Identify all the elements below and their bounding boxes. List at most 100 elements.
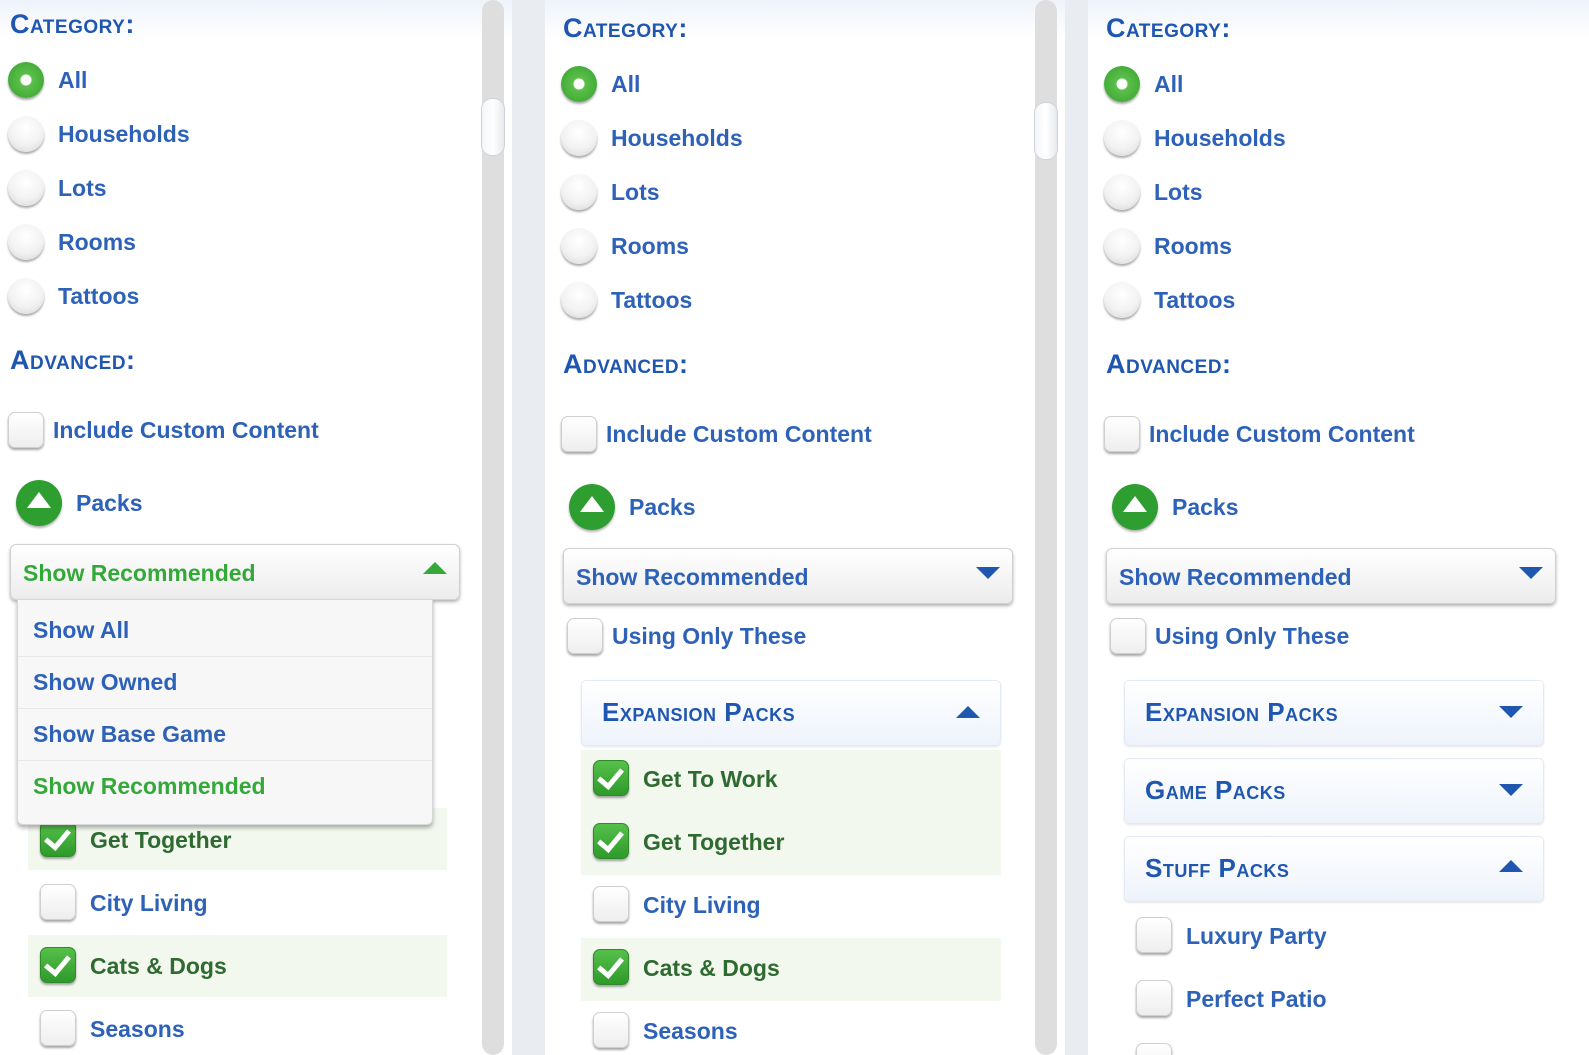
pack-label: Seasons: [643, 1018, 738, 1044]
pack-label: Perfect Patio: [1186, 986, 1327, 1012]
scrollbar[interactable]: [481, 0, 505, 1055]
radio-icon: [8, 116, 44, 152]
radio-icon: [1104, 174, 1140, 210]
pack-checkbox-item[interactable]: Seasons: [40, 1010, 420, 1048]
radio-label: Households: [611, 125, 743, 151]
radio-label: Tattoos: [1154, 287, 1236, 313]
radio-label: Rooms: [1154, 233, 1232, 259]
checkmark-icon: [40, 821, 76, 857]
pack-checkbox-item[interactable]: Seasons: [593, 1012, 973, 1050]
packs-toggle[interactable]: Packs: [16, 480, 216, 526]
packs-toggle[interactable]: Packs: [1112, 484, 1312, 530]
checkbox-icon[interactable]: [1136, 1043, 1172, 1055]
category-radio-all[interactable]: All: [561, 66, 861, 104]
scrollbar-thumb[interactable]: [1034, 102, 1058, 160]
radio-label: Lots: [611, 179, 660, 205]
menu-item-label: Show Owned: [33, 669, 178, 695]
packs-filter-dropdown[interactable]: Show Recommended: [563, 548, 1013, 604]
packs-filter-dropdown[interactable]: Show Recommended: [10, 544, 460, 600]
category-radio-tattoos[interactable]: Tattoos: [561, 282, 861, 320]
pack-label: Cats & Dogs: [643, 955, 780, 981]
include-custom-content-checkbox[interactable]: Include Custom Content: [8, 412, 408, 450]
radio-label: Households: [1154, 125, 1286, 151]
chevron-up-icon: [1499, 860, 1523, 872]
checkbox-icon: [40, 884, 76, 920]
using-only-these-checkbox[interactable]: Using Only These: [1110, 618, 1410, 656]
category-radio-tattoos[interactable]: Tattoos: [8, 278, 308, 316]
chevron-down-icon: [1499, 706, 1523, 718]
checkbox-icon: [567, 618, 603, 654]
include-custom-content-checkbox[interactable]: Include Custom Content: [561, 416, 961, 454]
menu-item-label: Show All: [33, 617, 130, 643]
expansion-packs-header[interactable]: Expansion Packs: [1124, 680, 1544, 746]
checkbox-icon: [8, 412, 44, 448]
radio-label: Lots: [58, 175, 107, 201]
radio-label: Lots: [1154, 179, 1203, 205]
dropdown-value: Show Recommended: [576, 564, 809, 590]
radio-label: Rooms: [58, 229, 136, 255]
checkbox-label: Include Custom Content: [53, 417, 319, 443]
pack-checkbox-item[interactable]: Get Together: [593, 823, 973, 861]
category-radio-rooms[interactable]: Rooms: [8, 224, 308, 262]
filter-panel-1: Category: All Households Lots Rooms Tattoos …: [0, 0, 512, 1055]
pack-checkbox-item[interactable]: Cats & Dogs: [593, 949, 973, 987]
packs-filter-dropdown[interactable]: Show Recommended: [1106, 548, 1556, 604]
include-custom-content-checkbox[interactable]: Include Custom Content: [1104, 416, 1504, 454]
checkbox-icon: [1110, 618, 1146, 654]
checkbox-icon: [1136, 917, 1172, 953]
menu-item-show-base-game[interactable]: Show Base Game: [18, 708, 432, 761]
category-title: Category:: [1106, 13, 1231, 43]
menu-item-show-all[interactable]: Show All: [18, 604, 432, 657]
category-radio-households[interactable]: Households: [561, 120, 861, 158]
radio-icon: [1104, 282, 1140, 318]
chevron-up-icon: [956, 706, 980, 718]
pack-checkbox-item[interactable]: Luxury Party: [1136, 917, 1516, 955]
advanced-title: Advanced:: [1106, 349, 1232, 379]
category-radio-all[interactable]: All: [1104, 66, 1404, 104]
category-radio-rooms[interactable]: Rooms: [1104, 228, 1404, 266]
packs-label: Packs: [76, 490, 143, 516]
radio-label: All: [58, 67, 88, 93]
using-only-these-checkbox[interactable]: Using Only These: [567, 618, 867, 656]
pack-checkbox-item[interactable]: Get Together: [40, 821, 420, 859]
radio-icon: [8, 224, 44, 260]
packs-label: Packs: [629, 494, 696, 520]
radio-icon: [561, 282, 597, 318]
advanced-title: Advanced:: [563, 349, 689, 379]
expansion-packs-header[interactable]: Expansion Packs: [581, 680, 1001, 746]
pack-row-bg: [28, 935, 447, 997]
game-packs-header[interactable]: Game Packs: [1124, 758, 1544, 824]
checkmark-icon: [593, 760, 629, 796]
pack-checkbox-item[interactable]: City Living: [40, 884, 420, 922]
menu-item-show-owned[interactable]: Show Owned: [18, 656, 432, 709]
collapse-arrow-icon: [569, 484, 615, 530]
pack-checkbox-item[interactable]: Cats & Dogs: [40, 947, 420, 985]
category-radio-rooms[interactable]: Rooms: [561, 228, 861, 266]
category-radio-lots[interactable]: Lots: [561, 174, 861, 212]
category-radio-tattoos[interactable]: Tattoos: [1104, 282, 1404, 320]
checkmark-icon: [593, 949, 629, 985]
advanced-title: Advanced:: [10, 345, 136, 375]
checkbox-icon: [593, 886, 629, 922]
category-radio-households[interactable]: Households: [1104, 120, 1404, 158]
category-radio-lots[interactable]: Lots: [1104, 174, 1404, 212]
filter-panel-2: Category: All Households Lots Rooms Tattoos …: [545, 0, 1065, 1055]
category-radio-all[interactable]: All: [8, 62, 308, 100]
category-radio-lots[interactable]: Lots: [8, 170, 308, 208]
radio-icon: [561, 174, 597, 210]
radio-icon: [8, 170, 44, 206]
category-radio-households[interactable]: Households: [8, 116, 308, 154]
scrollbar[interactable]: [1034, 0, 1058, 1055]
radio-label: All: [611, 71, 641, 97]
collapse-arrow-icon: [1112, 484, 1158, 530]
menu-item-show-recommended[interactable]: Show Recommended: [18, 760, 432, 812]
collapse-arrow-icon: [16, 480, 62, 526]
chevron-down-icon: [1499, 784, 1523, 796]
packs-toggle[interactable]: Packs: [569, 484, 769, 530]
pack-checkbox-item[interactable]: Get To Work: [593, 760, 973, 798]
pack-checkbox-item[interactable]: Perfect Patio: [1136, 980, 1516, 1018]
pack-checkbox-item[interactable]: City Living: [593, 886, 973, 924]
scrollbar-thumb[interactable]: [481, 98, 505, 156]
filter-panel-3: Category: All Households Lots Rooms Tattoos …: [1088, 0, 1589, 1055]
stuff-packs-header[interactable]: Stuff Packs: [1124, 836, 1544, 902]
